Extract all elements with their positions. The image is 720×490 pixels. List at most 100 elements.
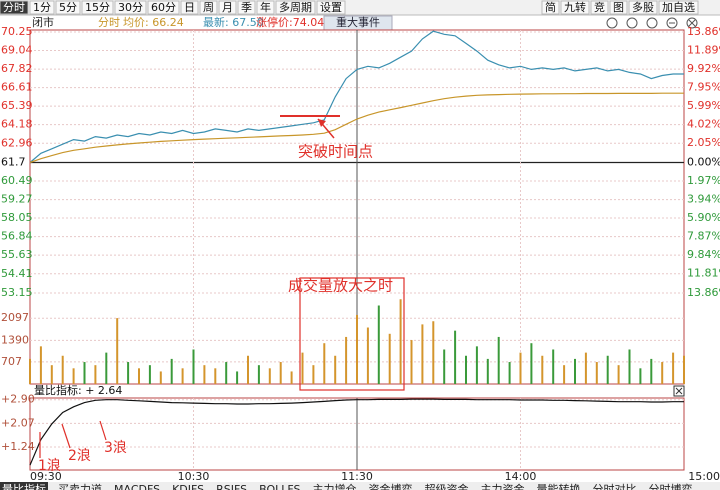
tool-button-label[interactable]: 多股 bbox=[632, 0, 654, 14]
bottom-tab[interactable]: 主力资金 bbox=[481, 482, 525, 490]
tool-button-label[interactable]: 简 bbox=[545, 0, 556, 14]
tool-button-label[interactable]: 竞 bbox=[594, 0, 605, 14]
bottom-tab[interactable]: KDJFS bbox=[172, 483, 204, 490]
y2-tick-label: 2.05% bbox=[687, 136, 720, 149]
x-tick-label: 10:30 bbox=[178, 470, 210, 483]
bottom-tab[interactable]: RSIFS bbox=[216, 483, 247, 490]
period-tab[interactable] bbox=[199, 0, 218, 15]
bottom-tab[interactable]: BOLLFS bbox=[259, 483, 300, 490]
y-tick-label: 66.61 bbox=[1, 81, 33, 94]
period-tab[interactable] bbox=[237, 0, 256, 15]
y2-tick-label: 5.99% bbox=[687, 99, 720, 112]
tool-button-label[interactable]: 九转 bbox=[564, 0, 586, 14]
ratio-tick-label: +2.90 bbox=[1, 393, 35, 406]
icon[interactable] bbox=[626, 17, 638, 29]
limit-price: 涨停价:74.04 bbox=[256, 15, 324, 29]
tool-button[interactable] bbox=[609, 0, 628, 15]
tool-button-label[interactable]: 图 bbox=[613, 1, 624, 14]
period-tab-label[interactable]: 日 bbox=[184, 1, 195, 14]
period-tab[interactable] bbox=[147, 0, 180, 15]
bottom-tab[interactable]: 主力增仓 bbox=[313, 482, 357, 490]
period-tab-label[interactable]: 设置 bbox=[320, 1, 342, 14]
y-tick-label: 55.63 bbox=[1, 248, 33, 261]
annotation: 成交量放大之时 bbox=[288, 277, 393, 295]
period-tab[interactable] bbox=[218, 0, 237, 15]
tool-button[interactable] bbox=[628, 0, 658, 15]
latest-price: 最新: 67.50 bbox=[203, 15, 264, 29]
tool-button-label[interactable]: 加自选 bbox=[662, 1, 695, 14]
period-tab-label[interactable]: 30分 bbox=[118, 1, 143, 14]
y-tick-label: 70.25 bbox=[1, 25, 33, 38]
y2-tick-label: 0.00% bbox=[687, 156, 720, 169]
x-tick-label: 14:00 bbox=[505, 470, 537, 483]
bottom-tab[interactable]: 分时对比 bbox=[593, 482, 637, 490]
bottom-tab[interactable]: MACDFS bbox=[114, 483, 160, 490]
x-tick-label: 11:30 bbox=[341, 470, 373, 483]
y2-tick-label: 3.94% bbox=[687, 193, 720, 206]
annotation-box bbox=[299, 277, 405, 391]
avg-price: 均价: 66.24 bbox=[123, 16, 184, 29]
period-tab[interactable] bbox=[55, 0, 81, 15]
icon[interactable] bbox=[606, 17, 618, 29]
period-tab[interactable] bbox=[316, 0, 346, 15]
period-tab-label[interactable]: 周 bbox=[203, 1, 214, 14]
event-button-label[interactable]: 重大事件 bbox=[336, 15, 380, 29]
y2-tick-label: 13.86% bbox=[687, 286, 720, 299]
volume-tick-label: 707 bbox=[1, 355, 22, 368]
period-tab-label[interactable]: 多周期 bbox=[279, 0, 312, 14]
period-tab-label[interactable]: 60分 bbox=[151, 1, 176, 14]
y2-tick-label: 9.92% bbox=[687, 62, 720, 75]
icon[interactable] bbox=[666, 17, 678, 29]
status: 闭市 bbox=[32, 15, 54, 29]
annotation: 1浪 bbox=[38, 458, 61, 474]
period-tab[interactable] bbox=[180, 0, 199, 15]
bottom-tab[interactable]: 量比指标 bbox=[2, 482, 46, 490]
period-tab[interactable] bbox=[114, 0, 147, 15]
icon[interactable] bbox=[646, 17, 658, 29]
bottom-tab[interactable]: 资金博弈 bbox=[369, 482, 413, 490]
y2-tick-label: 7.87% bbox=[687, 230, 720, 243]
tool-button[interactable] bbox=[658, 0, 699, 15]
ratio-legend: 量比指标: + 2.64 bbox=[34, 383, 122, 397]
tool-button[interactable] bbox=[590, 0, 609, 15]
bottom-tab[interactable]: 超级资金 bbox=[425, 482, 469, 490]
y-tick-label: 54.41 bbox=[1, 267, 33, 280]
ratio-tick-label: +2.07 bbox=[1, 416, 35, 429]
period-tab[interactable] bbox=[256, 0, 275, 15]
y-tick-label: 53.15 bbox=[1, 286, 33, 299]
y-tick-label: 58.05 bbox=[1, 211, 33, 224]
average-line bbox=[29, 92, 684, 164]
period-tab[interactable] bbox=[81, 0, 114, 15]
y-tick-label: 62.96 bbox=[1, 136, 33, 149]
annotation: 2浪 bbox=[68, 448, 91, 464]
annotation-arrow bbox=[99, 420, 107, 441]
y-tick-label: 64.18 bbox=[1, 118, 33, 131]
y2-tick-label: 9.84% bbox=[687, 248, 720, 261]
period-tab[interactable] bbox=[29, 0, 55, 15]
y-tick-label: 61.7 bbox=[1, 156, 26, 169]
bottom-tab[interactable]: 量能转换 bbox=[537, 482, 581, 490]
period-tab-label[interactable]: 1分 bbox=[33, 1, 51, 14]
period-tab-label[interactable]: 15分 bbox=[85, 1, 110, 14]
tool-button[interactable] bbox=[560, 0, 590, 15]
period-tab[interactable] bbox=[275, 0, 316, 15]
period-tab-label[interactable]: 5分 bbox=[59, 1, 77, 14]
icon[interactable] bbox=[686, 17, 698, 29]
period-tab-label[interactable]: 年 bbox=[260, 0, 271, 14]
y2-tick-label: 7.95% bbox=[687, 81, 720, 94]
bottom-tab[interactable]: 买卖力道 bbox=[58, 482, 102, 490]
bottom-tab[interactable]: 分时博弈 bbox=[649, 482, 693, 490]
y-tick-label: 60.49 bbox=[1, 174, 33, 187]
period-tab-label[interactable]: 分时 bbox=[3, 1, 25, 14]
icon-x bbox=[688, 19, 696, 27]
volume-tick-label: 1390 bbox=[1, 333, 29, 346]
period-tab-label[interactable]: 月 bbox=[222, 1, 233, 14]
y2-tick-label: 11.81% bbox=[687, 267, 720, 280]
period-tab[interactable] bbox=[0, 0, 29, 15]
ratio-tick-label: +1.24 bbox=[1, 440, 35, 453]
mode: 分时 bbox=[98, 16, 120, 29]
period-tab-label[interactable]: 季 bbox=[241, 1, 252, 14]
annotation: 突破时间点 bbox=[298, 143, 373, 161]
tool-button[interactable] bbox=[541, 0, 560, 15]
